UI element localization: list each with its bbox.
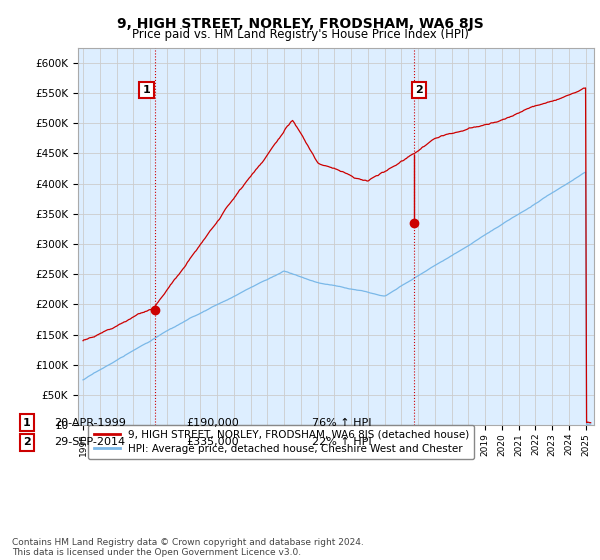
Text: 2: 2 [23, 437, 31, 447]
Text: 9, HIGH STREET, NORLEY, FRODSHAM, WA6 8JS: 9, HIGH STREET, NORLEY, FRODSHAM, WA6 8J… [116, 17, 484, 31]
Text: 29-SEP-2014: 29-SEP-2014 [54, 437, 125, 447]
Text: 22% ↑ HPI: 22% ↑ HPI [312, 437, 371, 447]
Text: 20-APR-1999: 20-APR-1999 [54, 418, 126, 428]
Text: 2: 2 [415, 85, 423, 95]
Text: 1: 1 [23, 418, 31, 428]
Text: 76% ↑ HPI: 76% ↑ HPI [312, 418, 371, 428]
Text: £335,000: £335,000 [186, 437, 239, 447]
Text: £190,000: £190,000 [186, 418, 239, 428]
Text: Contains HM Land Registry data © Crown copyright and database right 2024.
This d: Contains HM Land Registry data © Crown c… [12, 538, 364, 557]
Text: 1: 1 [143, 85, 151, 95]
Text: Price paid vs. HM Land Registry's House Price Index (HPI): Price paid vs. HM Land Registry's House … [131, 28, 469, 41]
Legend: 9, HIGH STREET, NORLEY, FRODSHAM, WA6 8JS (detached house), HPI: Average price, : 9, HIGH STREET, NORLEY, FRODSHAM, WA6 8J… [88, 424, 475, 459]
